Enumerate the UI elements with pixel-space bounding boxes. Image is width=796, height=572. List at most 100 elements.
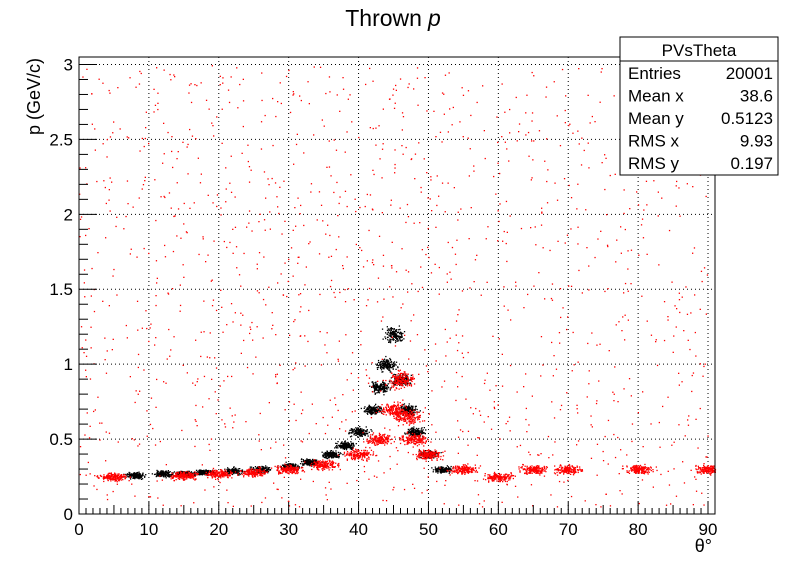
- scatter-point: [283, 465, 285, 467]
- scatter-point: [414, 429, 416, 431]
- scatter-point: [188, 477, 191, 479]
- scatter-point: [415, 411, 417, 413]
- scatter-point: [254, 476, 256, 478]
- scatter-point: [302, 463, 304, 465]
- scatter-point: [402, 381, 404, 383]
- scatter-point: [173, 475, 175, 478]
- scatter-point: [324, 455, 326, 457]
- scatter-point: [163, 474, 165, 476]
- scatter-point: [370, 429, 372, 431]
- scatter-point: [401, 375, 403, 377]
- scatter-point: [383, 365, 385, 367]
- scatter-point: [223, 475, 225, 477]
- scatter-point: [324, 468, 326, 470]
- scatter-point: [104, 477, 106, 479]
- scatter-point: [328, 456, 330, 459]
- scatter-point: [445, 468, 447, 471]
- scatter-point: [194, 473, 197, 475]
- scatter-point: [419, 430, 421, 432]
- scatter-point: [396, 329, 398, 331]
- scatter-point: [352, 431, 354, 433]
- scatter-point: [145, 474, 147, 476]
- scatter-point: [181, 477, 183, 479]
- scatter-point: [376, 386, 379, 389]
- scatter-point: [300, 461, 303, 463]
- scatter-point: [372, 383, 375, 385]
- scatter-point: [311, 462, 313, 465]
- scatter-point: [224, 468, 226, 470]
- scatter-point: [404, 408, 407, 410]
- scatter-point: [345, 445, 347, 447]
- scatter-point: [161, 472, 163, 474]
- scatter-point: [375, 436, 377, 438]
- scatter-point: [315, 459, 317, 462]
- scatter-point: [117, 473, 119, 475]
- scatter-point: [292, 463, 294, 465]
- scatter-point: [392, 364, 395, 367]
- scatter-point: [392, 368, 394, 370]
- scatter-point: [381, 435, 383, 437]
- scatter-point: [248, 468, 250, 470]
- scatter-point: [227, 472, 230, 475]
- scatter-point: [319, 463, 321, 465]
- scatter-point: [401, 383, 403, 385]
- scatter-point: [165, 470, 167, 472]
- scatter-point: [366, 412, 368, 414]
- scatter-point: [130, 475, 132, 477]
- scatter-point: [375, 413, 377, 415]
- scatter-point: [137, 475, 139, 477]
- scatter-point: [381, 387, 384, 389]
- scatter-point: [241, 470, 243, 473]
- scatter-point: [389, 413, 391, 415]
- scatter-point: [287, 467, 289, 470]
- scatter-point: [385, 361, 387, 363]
- scatter-point: [407, 378, 409, 380]
- scatter-point: [107, 479, 109, 482]
- scatter-point: [408, 406, 410, 408]
- scatter-point: [380, 407, 382, 410]
- scatter-point: [334, 466, 336, 468]
- scatter-point: [326, 451, 328, 453]
- scatter-point: [388, 329, 391, 331]
- scatter-point: [264, 470, 266, 472]
- scatter-point: [349, 445, 351, 447]
- scatter-point: [395, 407, 398, 409]
- scatter-point: [250, 466, 253, 468]
- scatter-point: [348, 445, 350, 447]
- scatter-point: [199, 473, 202, 475]
- scatter-point: [345, 447, 348, 450]
- scatter-point: [234, 470, 237, 472]
- scatter-point: [307, 461, 309, 463]
- scatter-point: [359, 429, 361, 431]
- scatter-point: [281, 467, 283, 469]
- scatter-point: [165, 472, 167, 474]
- scatter-point: [133, 472, 136, 474]
- scatter-point: [172, 477, 174, 479]
- scatter-point: [122, 476, 124, 478]
- scatter-point: [262, 469, 264, 471]
- scatter-point: [140, 476, 142, 479]
- scatter-point: [161, 474, 163, 476]
- scatter-point: [132, 474, 134, 476]
- scatter-point: [266, 471, 268, 473]
- scatter-point: [227, 468, 230, 470]
- scatter-point: [320, 463, 322, 465]
- scatter-point: [419, 435, 422, 437]
- scatter-point: [292, 470, 294, 473]
- scatter-point: [407, 428, 409, 431]
- scatter-point: [351, 447, 353, 449]
- scatter-point: [263, 473, 265, 475]
- scatter-point: [411, 430, 413, 432]
- scatter-point: [395, 336, 398, 338]
- scatter-point: [437, 470, 439, 472]
- scatter-point: [369, 412, 371, 414]
- scatter-point: [231, 469, 234, 471]
- scatter-point: [371, 381, 373, 383]
- scatter-point: [377, 366, 379, 369]
- scatter-point: [414, 434, 416, 436]
- scatter-point: [321, 451, 323, 453]
- scatter-point: [228, 475, 231, 477]
- scatter-point: [156, 471, 159, 473]
- scatter-point: [396, 384, 398, 386]
- scatter-point: [170, 476, 172, 478]
